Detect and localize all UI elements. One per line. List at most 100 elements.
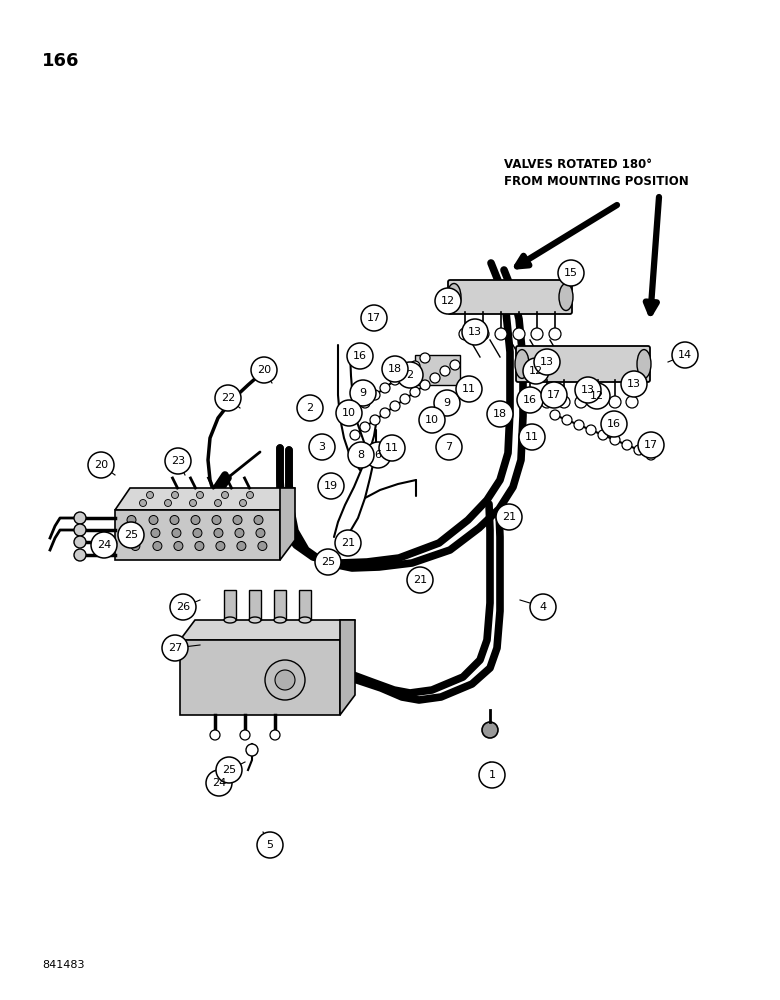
Circle shape bbox=[519, 424, 545, 450]
Circle shape bbox=[254, 516, 263, 524]
Circle shape bbox=[74, 512, 86, 524]
Circle shape bbox=[215, 385, 241, 411]
Text: 21: 21 bbox=[341, 538, 355, 548]
Circle shape bbox=[541, 382, 567, 408]
Circle shape bbox=[348, 442, 374, 468]
Circle shape bbox=[246, 491, 254, 498]
Text: 841483: 841483 bbox=[42, 960, 84, 970]
Circle shape bbox=[270, 730, 280, 740]
Circle shape bbox=[318, 473, 344, 499]
Polygon shape bbox=[340, 620, 355, 715]
Text: 15: 15 bbox=[564, 268, 578, 278]
Text: 16: 16 bbox=[607, 419, 621, 429]
Circle shape bbox=[275, 670, 295, 690]
Circle shape bbox=[380, 408, 390, 418]
Ellipse shape bbox=[515, 350, 529, 378]
Circle shape bbox=[251, 357, 277, 383]
Circle shape bbox=[541, 396, 553, 408]
Text: 21: 21 bbox=[413, 575, 427, 585]
Circle shape bbox=[256, 528, 265, 538]
Circle shape bbox=[419, 407, 445, 433]
Circle shape bbox=[91, 532, 117, 558]
Circle shape bbox=[151, 528, 160, 538]
Circle shape bbox=[410, 387, 420, 397]
Circle shape bbox=[562, 415, 572, 425]
Circle shape bbox=[206, 770, 232, 796]
Circle shape bbox=[129, 528, 138, 538]
Circle shape bbox=[558, 260, 584, 286]
Text: 12: 12 bbox=[441, 296, 455, 306]
Text: FROM MOUNTING POSITION: FROM MOUNTING POSITION bbox=[504, 175, 689, 188]
Circle shape bbox=[210, 730, 220, 740]
Circle shape bbox=[165, 448, 191, 474]
Text: 166: 166 bbox=[42, 52, 80, 70]
Polygon shape bbox=[115, 488, 295, 510]
Circle shape bbox=[575, 396, 587, 408]
Circle shape bbox=[257, 832, 283, 858]
Circle shape bbox=[131, 542, 140, 550]
Circle shape bbox=[170, 516, 179, 524]
Text: 25: 25 bbox=[222, 765, 236, 775]
Circle shape bbox=[350, 380, 376, 406]
Circle shape bbox=[336, 400, 362, 426]
Ellipse shape bbox=[299, 617, 311, 623]
Circle shape bbox=[74, 536, 86, 548]
Circle shape bbox=[575, 377, 601, 403]
Circle shape bbox=[407, 567, 433, 593]
Circle shape bbox=[246, 744, 258, 756]
Circle shape bbox=[382, 356, 408, 382]
Text: 12: 12 bbox=[590, 391, 604, 401]
Circle shape bbox=[127, 516, 136, 524]
Circle shape bbox=[513, 328, 525, 340]
Circle shape bbox=[479, 762, 505, 788]
Circle shape bbox=[370, 390, 380, 400]
Text: 16: 16 bbox=[523, 395, 537, 405]
Circle shape bbox=[549, 328, 561, 340]
Bar bbox=[249, 590, 261, 620]
Ellipse shape bbox=[559, 284, 573, 310]
Circle shape bbox=[147, 491, 154, 498]
Circle shape bbox=[380, 383, 390, 393]
Circle shape bbox=[462, 319, 488, 345]
Bar bbox=[274, 590, 286, 620]
Circle shape bbox=[420, 353, 430, 363]
Text: 23: 23 bbox=[171, 456, 185, 466]
Text: 20: 20 bbox=[257, 365, 271, 375]
Circle shape bbox=[361, 305, 387, 331]
Circle shape bbox=[153, 542, 162, 550]
Circle shape bbox=[634, 445, 644, 455]
Text: 11: 11 bbox=[462, 384, 476, 394]
Text: 25: 25 bbox=[124, 530, 138, 540]
Circle shape bbox=[523, 358, 549, 384]
Text: 8: 8 bbox=[357, 450, 364, 460]
Text: 9: 9 bbox=[360, 388, 367, 398]
Text: 5: 5 bbox=[267, 840, 274, 850]
Circle shape bbox=[495, 328, 507, 340]
Text: 24: 24 bbox=[212, 778, 226, 788]
Circle shape bbox=[621, 371, 647, 397]
Text: 9: 9 bbox=[444, 398, 451, 408]
Circle shape bbox=[586, 425, 596, 435]
Circle shape bbox=[216, 542, 225, 550]
Text: 26: 26 bbox=[176, 602, 190, 612]
Circle shape bbox=[534, 349, 560, 375]
Text: 17: 17 bbox=[547, 390, 561, 400]
Text: VALVES ROTATED 180°: VALVES ROTATED 180° bbox=[504, 158, 652, 171]
Circle shape bbox=[450, 360, 460, 370]
Circle shape bbox=[88, 452, 114, 478]
Circle shape bbox=[235, 528, 244, 538]
Circle shape bbox=[517, 387, 543, 413]
Circle shape bbox=[265, 660, 305, 700]
Circle shape bbox=[435, 288, 461, 314]
Text: 13: 13 bbox=[540, 357, 554, 367]
Text: 11: 11 bbox=[525, 432, 539, 442]
Text: 2: 2 bbox=[307, 403, 314, 413]
Ellipse shape bbox=[274, 617, 286, 623]
Circle shape bbox=[118, 522, 144, 548]
Circle shape bbox=[197, 491, 204, 498]
Text: 12: 12 bbox=[529, 366, 543, 376]
Circle shape bbox=[410, 361, 420, 371]
Text: 27: 27 bbox=[168, 643, 182, 653]
Circle shape bbox=[390, 375, 400, 385]
Bar bbox=[299, 590, 311, 620]
